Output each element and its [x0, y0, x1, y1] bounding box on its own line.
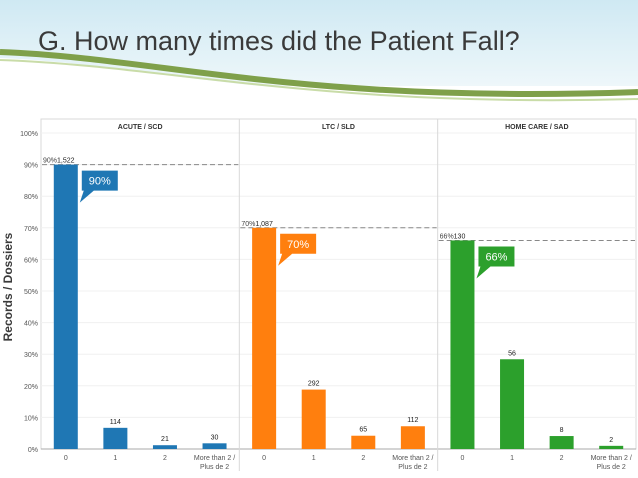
y-tick-label: 40%: [24, 321, 38, 328]
bar: [103, 427, 128, 449]
callout-label: 90%: [89, 176, 111, 188]
x-tick-label: Plus de 2: [398, 464, 427, 471]
y-tick-label: 100%: [20, 131, 38, 138]
bar-count-label: 1,522: [57, 158, 75, 165]
y-tick-label: 0%: [28, 447, 38, 454]
slide-title: G. How many times did the Patient Fall?: [38, 26, 520, 56]
bar-count-label: 1,087: [255, 221, 273, 228]
bar-count-label: 30: [211, 434, 219, 441]
x-tick-label: 0: [262, 455, 266, 462]
x-tick-label: 2: [361, 455, 365, 462]
bar-count-label: 56: [508, 350, 516, 357]
x-tick-label: 0: [64, 455, 68, 462]
plot-frame: [40, 118, 637, 450]
reference-label: 90%: [43, 158, 57, 165]
bar: [549, 436, 574, 449]
y-tick-label: 80%: [24, 194, 38, 201]
bar: [152, 445, 177, 449]
panel-title: LTC / SLD: [322, 124, 355, 131]
bar-count-label: 21: [161, 436, 169, 443]
x-tick-label: 1: [510, 455, 514, 462]
bar: [599, 445, 624, 449]
x-tick-label: Plus de 2: [200, 464, 229, 471]
x-tick-label: 0: [461, 455, 465, 462]
x-tick-label: 2: [560, 455, 564, 462]
x-tick-label: More than 2 /: [392, 455, 433, 462]
bar-count-label: 2: [609, 437, 613, 444]
bar-count-label: 130: [454, 233, 466, 240]
callout-bubble: [79, 170, 118, 203]
reference-label: 70%: [241, 221, 255, 228]
panel-title: HOME CARE / SAD: [505, 124, 568, 131]
x-tick-label: 1: [113, 455, 117, 462]
bar: [500, 359, 525, 449]
bar-count-label: 8: [560, 427, 564, 434]
bar-count-label: 114: [110, 419, 121, 426]
y-tick-label: 30%: [24, 352, 38, 359]
bar: [53, 164, 78, 449]
y-tick-label: 20%: [24, 384, 38, 391]
bar: [301, 389, 326, 449]
y-tick-label: 10%: [24, 415, 38, 422]
y-tick-label: 70%: [24, 226, 38, 233]
callout-bubble: [476, 246, 515, 279]
bar-count-label: 65: [359, 427, 367, 434]
x-tick-label: More than 2 /: [591, 455, 632, 462]
bar: [450, 240, 475, 449]
y-tick-label: 60%: [24, 257, 38, 264]
bar-count-label: 292: [308, 381, 320, 388]
bar: [252, 227, 277, 449]
y-tick-label: 90%: [24, 163, 38, 170]
reference-label: 66%: [440, 233, 454, 240]
x-tick-label: More than 2 /: [194, 455, 235, 462]
panel-title: ACUTE / SCD: [118, 124, 163, 131]
x-tick-label: Plus de 2: [597, 464, 626, 471]
y-axis-label: Records / Dossiers: [1, 232, 15, 342]
bar: [202, 443, 227, 449]
callout-label: 66%: [485, 251, 507, 263]
bar: [400, 426, 425, 449]
y-tick-label: 50%: [24, 289, 38, 296]
bar: [351, 435, 376, 449]
callout-label: 70%: [287, 239, 309, 251]
x-tick-label: 1: [312, 455, 316, 462]
slide-header: G. How many times did the Patient Fall?: [0, 0, 638, 108]
bar-count-label: 112: [407, 417, 418, 424]
x-tick-label: 2: [163, 455, 167, 462]
header-background: [0, 0, 638, 108]
callout-bubble: [278, 233, 317, 266]
